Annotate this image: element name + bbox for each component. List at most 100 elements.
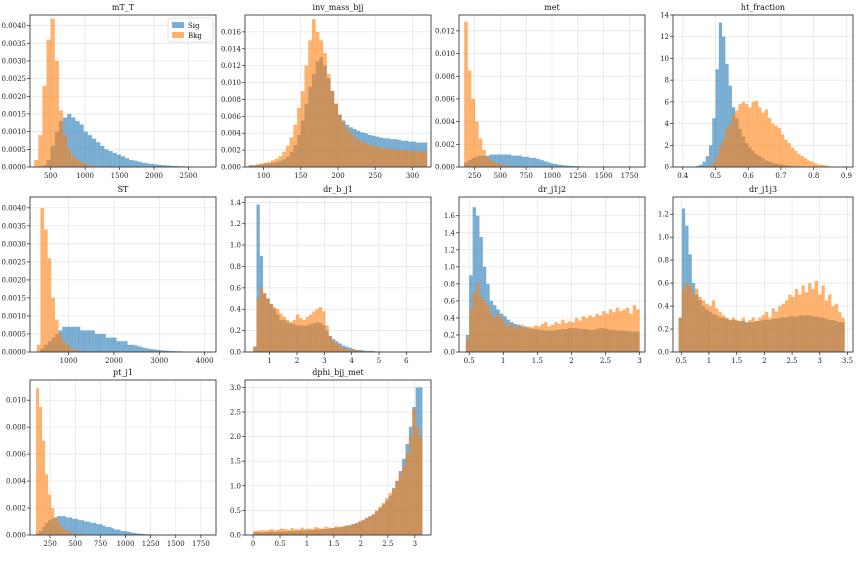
y-tick-label: 0.4	[230, 306, 242, 314]
y-tick-label: 0.6	[658, 280, 670, 288]
hist-bar-bkg	[253, 531, 256, 535]
y-tick-label: 1.0	[230, 482, 241, 490]
x-tick-label: 0.5	[676, 357, 687, 365]
hist-bar-bkg	[725, 318, 728, 352]
x-tick-label: 0.5	[274, 540, 285, 548]
hist-bar-bkg	[301, 91, 305, 167]
hist-bar-bkg	[338, 527, 341, 535]
y-tick-label: 0.0030	[2, 57, 27, 65]
hist-bar-bkg	[334, 526, 337, 535]
hist-bar-bkg	[48, 258, 52, 352]
y-tick-label: 0.6	[444, 297, 456, 305]
hist-bar-sig	[518, 156, 522, 167]
hist-bar-bkg	[801, 156, 804, 167]
hist-bar-sig	[117, 530, 120, 535]
panel-title: ht_fraction	[741, 3, 785, 12]
hist-bar-sig	[511, 156, 515, 167]
hist-bar-bkg	[55, 61, 59, 167]
figure-caption	[0, 556, 860, 586]
hist-bar-bkg	[402, 466, 405, 535]
hist-bar-bkg	[360, 142, 364, 167]
y-tick-label: 0.012	[435, 27, 455, 35]
hist-bar-sig	[100, 146, 104, 167]
hist-bar-bkg	[353, 137, 357, 167]
hist-bar-bkg	[716, 156, 719, 167]
hist-bar-bkg	[312, 19, 316, 167]
hist-bar-sig	[709, 145, 712, 167]
hist-bar-bkg	[722, 140, 725, 167]
hist-bar-bkg	[335, 343, 338, 352]
y-tick-label: 0.002	[435, 141, 455, 149]
y-tick-label: 0.014	[221, 45, 242, 53]
hist-bar-bkg	[815, 281, 818, 352]
x-tick-label: 2	[762, 357, 766, 365]
hist-bar-bkg	[636, 309, 639, 352]
y-tick-label: 1.0	[658, 234, 669, 242]
x-tick-label: 1.5	[328, 540, 339, 548]
hist-bar-bkg	[260, 164, 264, 167]
hist-bar-sig	[72, 519, 75, 535]
hist-bar-bkg	[409, 437, 412, 535]
hist-bar-bkg	[319, 40, 323, 167]
hist-bar-bkg	[702, 300, 705, 352]
hist-bar-sig	[80, 330, 84, 352]
hist-bar-bkg	[57, 523, 60, 535]
hist-bar-bkg	[794, 151, 797, 167]
hist-bar-bkg	[339, 346, 342, 352]
hist-bar-bkg	[38, 135, 42, 167]
hist-bar-bkg	[267, 530, 270, 535]
hist-bar-sig	[73, 327, 77, 352]
hist-bar-sig	[84, 330, 88, 352]
hist-bar-bkg	[599, 315, 602, 352]
hist-bar-sig	[99, 524, 102, 535]
hist-bar-bkg	[811, 289, 814, 352]
y-tick-label: 3.0	[230, 384, 241, 392]
hist-bar-bkg	[371, 146, 375, 167]
hist-bar-bkg	[75, 160, 79, 167]
hist-bar-bkg	[390, 149, 394, 167]
hist-bar-bkg	[602, 311, 605, 352]
hist-bar-bkg	[705, 304, 708, 352]
y-tick-label: 2.0	[230, 433, 241, 441]
hist-bar-bkg	[59, 110, 63, 167]
hist-bar-sig	[93, 523, 96, 535]
hist-bar-bkg	[752, 102, 755, 167]
hist-bar-bkg	[267, 162, 271, 167]
hist-bar-bkg	[825, 300, 828, 352]
hist-bar-bkg	[80, 163, 84, 167]
y-tick-label: 1.2	[230, 220, 241, 228]
hist-bar-bkg	[420, 152, 424, 167]
hist-bar-bkg	[66, 531, 69, 535]
hist-bar-bkg	[382, 503, 385, 535]
hist-bar-bkg	[619, 311, 622, 352]
y-tick-label: 1.2	[658, 211, 669, 219]
hist-bar-sig	[137, 162, 141, 167]
x-tick-label: 150	[294, 172, 307, 180]
hist-bar-sig	[121, 156, 125, 167]
hist-bar-sig	[75, 519, 78, 535]
y-tick-label: 0.008	[6, 424, 26, 432]
hist-bar-bkg	[260, 288, 263, 352]
hist-bar-sig	[125, 158, 129, 167]
y-tick-label: 0.0000	[2, 164, 27, 172]
panel-title: met	[544, 3, 560, 12]
hist-bar-bkg	[805, 292, 808, 352]
x-tick-label: 200	[331, 172, 344, 180]
hist-bar-bkg	[612, 312, 615, 352]
y-tick-label: 0.0015	[2, 294, 27, 302]
x-tick-label: 1	[501, 357, 505, 365]
x-tick-label: 250	[43, 540, 56, 548]
hist-bar-bkg	[358, 521, 361, 535]
hist-bar-bkg	[279, 314, 282, 352]
x-tick-label: 1	[267, 357, 271, 365]
hist-bar-bkg	[817, 164, 820, 167]
hist-bar-bkg	[277, 530, 280, 535]
hist-bar-bkg	[270, 304, 273, 352]
hist-bar-bkg	[503, 322, 506, 352]
hist-bar-sig	[529, 158, 533, 167]
